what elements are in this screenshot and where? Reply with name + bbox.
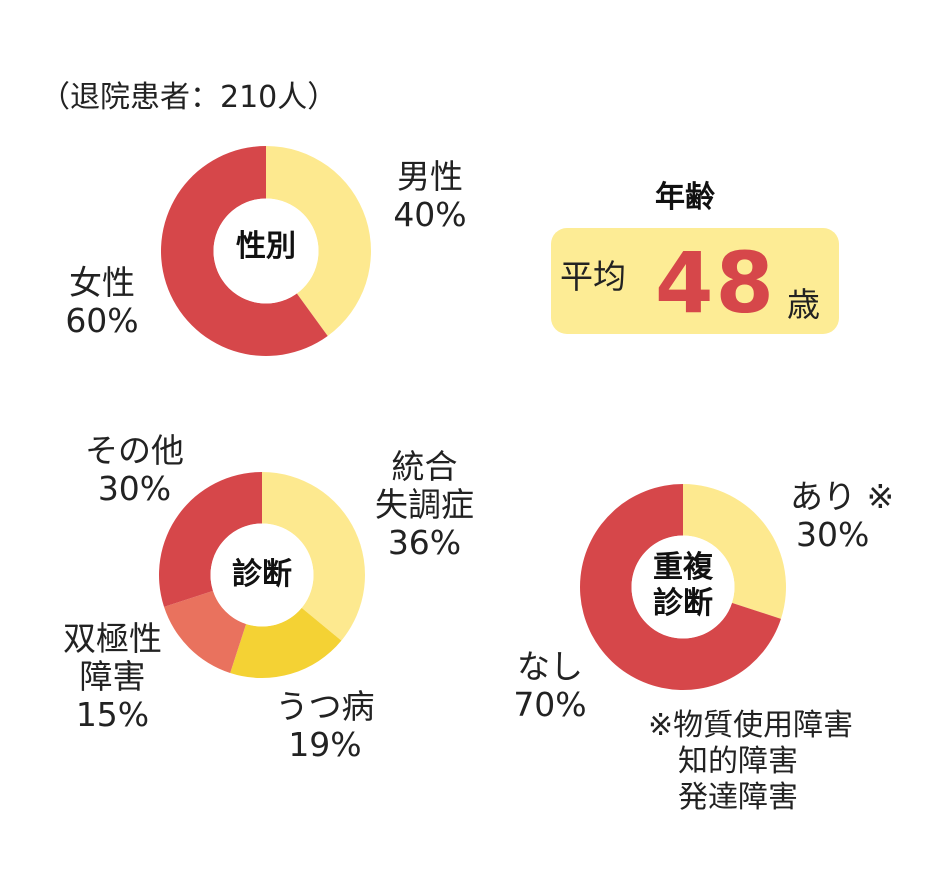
donut-hole: [213, 198, 319, 304]
slice-present: [683, 484, 786, 619]
dual-diagnosis-donut-chart: [580, 484, 786, 690]
slice-label-bipolar-line1: 双極性: [63, 619, 162, 658]
slice-label-absent: なし 70%: [500, 648, 600, 724]
slice-label-depression-name: うつ病: [275, 687, 375, 726]
slice-label-other-name: その他: [85, 431, 184, 470]
diagnosis-donut-chart: [159, 472, 366, 678]
slice-label-bipolar: 双極性 障害 15%: [50, 620, 175, 734]
slice-label-present-name: あり ※: [790, 477, 895, 516]
dual-diagnosis-footnote: ※物質使用障害 知的障害 発達障害: [648, 708, 853, 816]
average-age-unit: 歳: [787, 285, 820, 324]
donut-hole: [631, 535, 735, 639]
age-title: 年齢: [655, 180, 715, 215]
slice-other: [159, 472, 262, 607]
slice-label-other-value: 30%: [97, 469, 172, 508]
slice-label-depression-value: 19%: [288, 725, 362, 764]
slice-label-female: 女性 60%: [52, 264, 152, 340]
slice-label-female-name: 女性: [69, 263, 135, 302]
patient-count-note: （退院患者：210人）: [40, 80, 338, 115]
slice-label-schizophrenia-line2: 失調症: [375, 485, 474, 524]
footnote-mark: ※: [648, 708, 674, 743]
footnote-line-1: ※物質使用障害: [648, 708, 853, 744]
slice-label-female-value: 60%: [65, 301, 139, 340]
slice-label-other: その他 30%: [72, 432, 197, 508]
footnote-item-substance: 物質使用障害: [673, 708, 854, 743]
slice-label-depression: うつ病 19%: [260, 688, 390, 764]
dual-diagnosis-title-line2: 診断: [653, 586, 713, 621]
slice-label-bipolar-line2: 障害: [79, 657, 146, 696]
slice-label-male-name: 男性: [397, 157, 463, 196]
slice-female: [161, 146, 328, 356]
slice-label-schizophrenia-value: 36%: [387, 523, 462, 562]
donut-hole: [210, 523, 314, 627]
slice-label-schizophrenia: 統合 失調症 36%: [362, 448, 487, 562]
average-age-value: 48: [655, 234, 776, 332]
slice-label-schizophrenia-line1: 統合: [391, 447, 458, 486]
slice-label-male-value: 40%: [393, 195, 467, 234]
slice-label-bipolar-value: 15%: [75, 695, 150, 734]
footnote-item-intellectual: 知的障害: [678, 744, 798, 779]
slice-absent: [580, 484, 781, 690]
dual-diagnosis-title-line1: 重複: [653, 550, 713, 585]
slice-male: [266, 146, 371, 336]
slice-label-male: 男性 40%: [380, 158, 480, 234]
footnote-item-developmental: 発達障害: [678, 780, 798, 815]
slice-schizophrenia: [262, 472, 366, 641]
slice-label-absent-value: 70%: [513, 685, 587, 724]
dual-diagnosis-donut-title: 重複 診断: [623, 550, 743, 622]
slice-depression: [230, 607, 342, 678]
slice-label-present-value: 30%: [796, 515, 870, 554]
gender-donut-title: 性別: [236, 229, 296, 264]
diagnosis-donut-title: 診断: [232, 557, 292, 592]
slice-label-absent-name: なし: [517, 647, 583, 686]
slice-label-present: あり ※ 30%: [790, 478, 910, 554]
slice-bipolar: [164, 590, 247, 673]
average-age-card: [551, 228, 839, 334]
gender-donut-chart: [161, 146, 371, 356]
average-age-prefix: 平均: [560, 257, 626, 296]
